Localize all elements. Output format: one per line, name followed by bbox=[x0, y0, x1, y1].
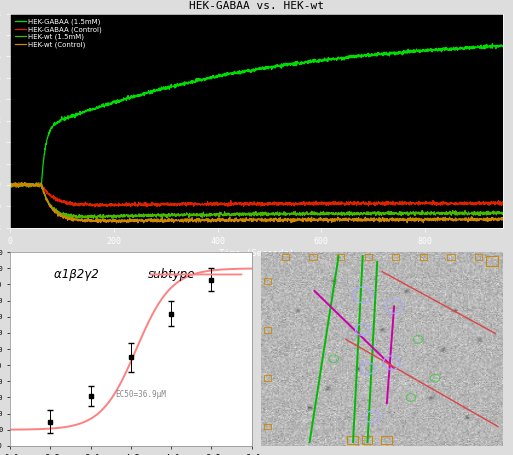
HEK-GABAA (1.5mM) bbox=[500, 44, 506, 49]
HEK-GABAA (Control) bbox=[144, 204, 150, 209]
HEK-wt (Control) bbox=[32, 182, 38, 187]
HEK-wt (Control) bbox=[486, 216, 492, 222]
HEK-wt (Control) bbox=[500, 215, 506, 220]
Bar bbox=[264, 327, 271, 333]
HEK-wt (Control) bbox=[22, 180, 28, 185]
HEK-wt (Control) bbox=[396, 219, 402, 224]
HEK-GABAA (1.5mM) bbox=[247, 68, 253, 74]
HEK-wt (Control) bbox=[247, 216, 253, 222]
Bar bbox=[475, 254, 482, 260]
Bar bbox=[264, 375, 271, 381]
HEK-GABAA (1.5mM) bbox=[489, 41, 496, 46]
HEK-GABAA (Control) bbox=[396, 201, 402, 207]
Bar bbox=[282, 254, 289, 260]
HEK-GABAA (Control) bbox=[247, 200, 253, 206]
HEK-wt (Control) bbox=[234, 218, 240, 223]
HEK-wt (1.5mM) bbox=[32, 182, 38, 187]
X-axis label: Time (Seconds): Time (Seconds) bbox=[219, 248, 294, 258]
HEK-wt (1.5mM) bbox=[500, 211, 506, 217]
HEK-wt (1.5mM) bbox=[19, 180, 25, 185]
Line: HEK-wt (1.5mM): HEK-wt (1.5mM) bbox=[10, 182, 503, 218]
HEK-GABAA (1.5mM) bbox=[486, 44, 492, 49]
HEK-wt (Control) bbox=[113, 220, 120, 226]
HEK-wt (Control) bbox=[486, 218, 492, 223]
Bar bbox=[309, 254, 317, 260]
HEK-wt (1.5mM) bbox=[486, 210, 492, 216]
Bar bbox=[392, 254, 400, 260]
Line: HEK-GABAA (Control): HEK-GABAA (Control) bbox=[10, 182, 503, 207]
HEK-wt (1.5mM) bbox=[247, 212, 253, 218]
HEK-GABAA (1.5mM) bbox=[485, 44, 491, 50]
HEK-GABAA (Control) bbox=[32, 181, 38, 187]
HEK-wt (1.5mM) bbox=[396, 211, 402, 217]
Bar bbox=[486, 256, 498, 266]
HEK-GABAA (1.5mM) bbox=[26, 184, 32, 190]
Bar bbox=[365, 254, 372, 260]
Bar bbox=[264, 424, 271, 430]
HEK-GABAA (Control) bbox=[16, 180, 22, 185]
Bar bbox=[447, 254, 455, 260]
HEK-wt (1.5mM) bbox=[7, 183, 13, 188]
HEK-GABAA (Control) bbox=[7, 183, 13, 188]
HEK-wt (1.5mM) bbox=[234, 211, 240, 217]
HEK-GABAA (1.5mM) bbox=[32, 183, 38, 188]
Title: HEK-GABAA vs. HEK-wt: HEK-GABAA vs. HEK-wt bbox=[189, 1, 324, 11]
HEK-wt (1.5mM) bbox=[100, 216, 106, 221]
Bar bbox=[347, 436, 358, 444]
Text: subtype: subtype bbox=[148, 268, 195, 281]
Bar bbox=[337, 254, 344, 260]
HEK-GABAA (Control) bbox=[500, 200, 506, 206]
Bar bbox=[362, 436, 372, 444]
HEK-GABAA (1.5mM) bbox=[234, 69, 240, 75]
HEK-wt (Control) bbox=[7, 183, 13, 189]
Text: α1β2γ2: α1β2γ2 bbox=[54, 268, 102, 281]
HEK-GABAA (1.5mM) bbox=[7, 182, 13, 187]
HEK-GABAA (Control) bbox=[486, 202, 492, 208]
Bar bbox=[264, 278, 271, 284]
HEK-GABAA (Control) bbox=[234, 201, 240, 206]
HEK-GABAA (1.5mM) bbox=[395, 50, 401, 56]
HEK-wt (1.5mM) bbox=[486, 212, 492, 217]
Bar bbox=[420, 254, 427, 260]
Bar bbox=[381, 436, 392, 444]
Line: HEK-GABAA (1.5mM): HEK-GABAA (1.5mM) bbox=[10, 44, 503, 187]
HEK-GABAA (Control) bbox=[486, 201, 492, 207]
Legend: HEK-GABAA (1.5mM), HEK-GABAA (Control), HEK-wt (1.5mM), HEK-wt (Control): HEK-GABAA (1.5mM), HEK-GABAA (Control), … bbox=[14, 17, 104, 49]
Text: EC50=36.9μM: EC50=36.9μM bbox=[115, 390, 166, 399]
Line: HEK-wt (Control): HEK-wt (Control) bbox=[10, 182, 503, 223]
